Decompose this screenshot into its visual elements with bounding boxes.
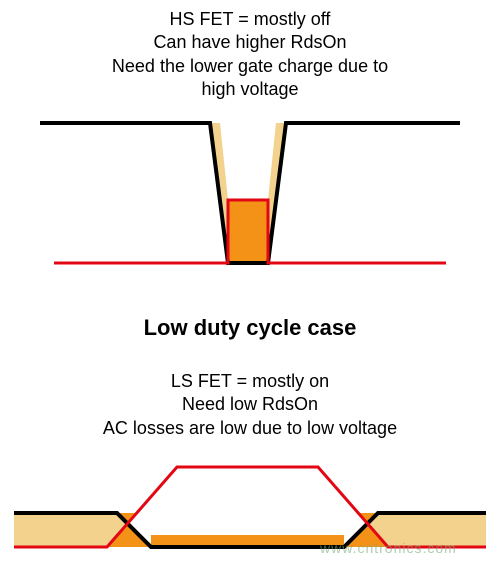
watermark-text: www.cntronics.com: [320, 540, 457, 556]
hs-text-line: Need the lower gate charge due to: [0, 55, 500, 78]
ls-text-line: AC losses are low due to low voltage: [0, 417, 500, 440]
section-title: Low duty cycle case: [0, 315, 500, 341]
ls-text-line: LS FET = mostly on: [0, 370, 500, 393]
ls-fet-text: LS FET = mostly onNeed low RdsOnAC losse…: [0, 370, 500, 440]
watermark-label: www.cntronics.com: [320, 540, 457, 556]
hs-text-line: high voltage: [0, 78, 500, 101]
ls-text-line: Need low RdsOn: [0, 393, 500, 416]
hs-text-line: Can have higher RdsOn: [0, 31, 500, 54]
hs-diagram: [0, 105, 500, 280]
title-text: Low duty cycle case: [144, 315, 357, 340]
hs-fet-text: HS FET = mostly offCan have higher RdsOn…: [0, 8, 500, 102]
hs-text-line: HS FET = mostly off: [0, 8, 500, 31]
